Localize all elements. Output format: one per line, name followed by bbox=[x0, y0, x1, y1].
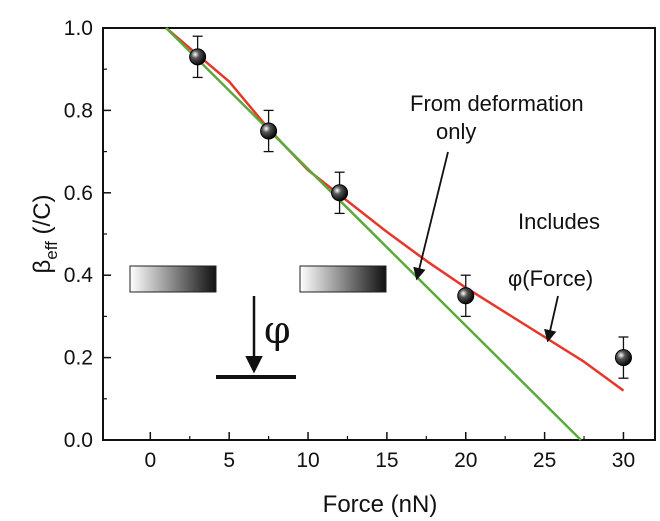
y-tick-label: 0.4 bbox=[64, 264, 94, 287]
y-tick-label: 0.8 bbox=[64, 99, 93, 122]
annotation-includes-line2: φ(Force) bbox=[508, 266, 593, 291]
data-point bbox=[331, 184, 349, 202]
inset-left-bar bbox=[129, 265, 217, 293]
annotation-deformation-line2: only bbox=[436, 119, 476, 144]
x-tick-label: 30 bbox=[612, 449, 635, 472]
data-point bbox=[189, 48, 207, 66]
series-line-green bbox=[165, 27, 582, 441]
inset-right-bar bbox=[299, 265, 387, 293]
x-tick-label: 15 bbox=[375, 449, 398, 472]
axis-ticks bbox=[103, 27, 625, 441]
x-tick-label: 10 bbox=[296, 449, 319, 472]
annotation-includes-arrow bbox=[544, 295, 559, 343]
data-point bbox=[260, 122, 278, 140]
inset-phi-label: φ bbox=[264, 308, 291, 352]
y-axis-title-sub: eff bbox=[42, 241, 61, 260]
plot-frame bbox=[102, 27, 656, 441]
y-tick-label: 1.0 bbox=[64, 17, 93, 40]
inset-schematic: φ bbox=[129, 265, 387, 379]
annotation-includes: Includes φ(Force) bbox=[508, 209, 600, 343]
annotation-includes-line1: Includes bbox=[518, 209, 600, 234]
y-tick-label: 0.6 bbox=[64, 182, 93, 205]
data-point bbox=[614, 349, 632, 367]
annotation-deformation-line1: From deformation bbox=[410, 91, 584, 116]
axis-tick-labels: 0 5 10 15 20 25 30 0.0 0.2 0.4 0.6 0.8 1.0 bbox=[64, 17, 635, 472]
annotation-deformation-arrow bbox=[413, 151, 449, 281]
y-axis-title: βeff (/C) bbox=[29, 194, 61, 273]
x-tick-label: 5 bbox=[223, 449, 235, 472]
y-axis-title-unit: (/C) bbox=[29, 194, 56, 241]
data-point bbox=[457, 287, 475, 305]
y-tick-label: 0.0 bbox=[64, 429, 93, 452]
y-tick-label: 0.2 bbox=[64, 347, 93, 370]
x-tick-label: 20 bbox=[454, 449, 477, 472]
x-axis-title: Force (nN) bbox=[323, 491, 438, 518]
annotation-deformation: From deformation only bbox=[410, 91, 584, 281]
x-tick-label: 25 bbox=[533, 449, 556, 472]
y-axis-title-main: β bbox=[29, 260, 56, 274]
data-points bbox=[189, 35, 632, 379]
x-tick-label: 0 bbox=[144, 449, 156, 472]
